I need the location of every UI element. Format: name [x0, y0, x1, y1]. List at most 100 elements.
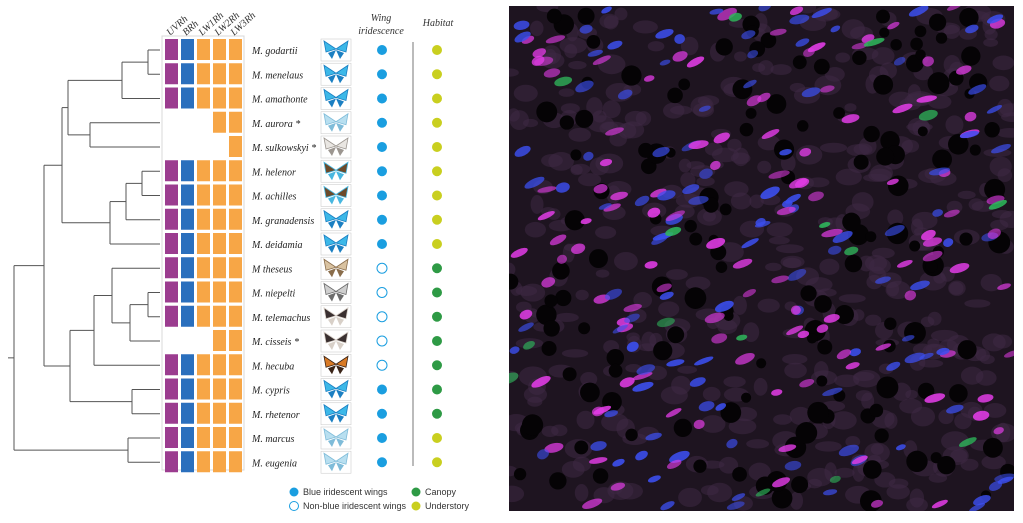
photoreceptor-signal: [932, 209, 944, 217]
tissue-texture: [578, 173, 602, 187]
opsin-cell: [229, 330, 242, 351]
opsin-cell: [165, 281, 178, 303]
tissue-texture: [704, 142, 723, 156]
opsin-cell: [213, 378, 226, 400]
dark-lumen: [842, 212, 861, 232]
photoreceptor-signal: [936, 347, 950, 356]
photoreceptor-signal: [666, 359, 685, 367]
tissue-texture: [886, 484, 910, 500]
photoreceptor-signal: [977, 394, 994, 403]
photoreceptor-signal: [598, 203, 612, 210]
tissue-texture: [558, 88, 575, 97]
dark-lumen: [957, 340, 977, 360]
dark-lumen: [739, 122, 754, 137]
photoreceptor-signal: [650, 188, 667, 198]
iridescence-marker: [376, 335, 388, 347]
tissue-texture: [989, 75, 1010, 92]
tissue-texture: [770, 64, 792, 76]
tissue-texture: [980, 273, 1003, 292]
photoreceptor-signal: [871, 499, 883, 508]
photoreceptor-signal: [524, 176, 545, 189]
photoreceptor-signal: [991, 144, 1011, 154]
tissue-texture: [541, 425, 559, 438]
habitat-marker: [432, 311, 442, 322]
wing-thumbnail: [320, 135, 352, 159]
tissue-texture: [991, 210, 1012, 219]
opsin-cell: [213, 354, 226, 376]
iridescence-header-line1: Wing: [371, 13, 392, 24]
tissue-texture: [678, 487, 702, 508]
photoreceptor-signal: [632, 371, 653, 381]
photoreceptor-signal: [582, 498, 603, 509]
tissue-texture: [858, 255, 875, 272]
dark-lumen: [909, 240, 921, 252]
photoreceptor-signal: [943, 209, 960, 218]
dark-lumen: [562, 367, 577, 382]
opsin-cell: [229, 111, 242, 133]
dark-lumen: [580, 382, 600, 403]
photoreceptor-signal: [591, 406, 605, 417]
dark-lumen: [887, 175, 909, 197]
photoreceptor-signal: [799, 379, 815, 388]
opsin-cell: [229, 39, 242, 60]
tissue-texture: [746, 439, 770, 449]
legend-understory-label: Understory: [425, 501, 470, 511]
tissue-texture: [949, 281, 964, 295]
photoreceptor-signal: [958, 437, 977, 447]
iridescence-marker: [377, 142, 387, 152]
opsin-cell: [181, 63, 194, 85]
tissue-texture: [960, 366, 984, 385]
photoreceptor-signal: [823, 489, 838, 496]
tissue-texture: [527, 396, 543, 407]
dark-lumen: [606, 349, 625, 367]
opsin-headers: UVRh BRh LW1Rh LW2Rh LW3Rh: [165, 10, 258, 39]
tissue-texture: [838, 294, 866, 303]
tissue-texture: [718, 456, 739, 474]
wing-thumbnail: [320, 353, 352, 377]
dark-lumen: [813, 58, 830, 75]
photoreceptor-signal: [760, 186, 780, 200]
dark-lumen: [678, 78, 691, 91]
tissue-texture: [757, 298, 780, 313]
iridescence-marker: [377, 214, 387, 225]
opsin-cell: [165, 184, 178, 206]
photoreceptor-signal: [688, 140, 709, 149]
tissue-texture: [580, 372, 598, 387]
photoreceptor-signal: [816, 324, 829, 333]
dark-lumen: [959, 232, 973, 246]
photoreceptor-signal: [523, 340, 535, 350]
dark-lumen: [570, 149, 582, 161]
photoreceptor-signal: [776, 206, 796, 215]
tissue-texture: [864, 442, 890, 463]
photoreceptor-signal: [902, 335, 915, 342]
photoreceptor-signal: [715, 403, 727, 411]
dark-lumen: [574, 440, 589, 455]
dark-lumen: [795, 422, 818, 444]
photoreceptor-signal: [656, 317, 675, 328]
dark-lumen: [693, 459, 707, 473]
tissue-texture: [912, 343, 933, 356]
dark-lumen: [925, 260, 938, 273]
habitat-marker: [432, 69, 442, 80]
dark-lumen: [876, 9, 890, 24]
photoreceptor-signal: [795, 38, 810, 47]
photoreceptor-signal: [634, 195, 650, 207]
photoreceptor-signal: [510, 247, 528, 258]
opsin-cell: [213, 160, 226, 182]
tissue-texture: [666, 269, 688, 280]
tissue-texture: [981, 455, 1006, 470]
tissue-texture: [530, 20, 544, 37]
dark-lumen: [928, 13, 947, 31]
species-name: M. hecuba: [251, 361, 294, 372]
photoreceptor-signal: [555, 182, 570, 193]
habitat-marker: [432, 336, 442, 346]
opsin-cell: [197, 184, 210, 206]
photoreceptor-signal: [997, 476, 1014, 484]
photoreceptor-signal: [772, 477, 791, 488]
tissue-texture: [575, 289, 589, 301]
dark-lumen: [577, 7, 595, 25]
tissue-texture: [866, 274, 883, 290]
photoreceptor-signal: [509, 372, 519, 385]
opsin-cell: [165, 160, 178, 182]
tissue-texture: [690, 96, 714, 117]
